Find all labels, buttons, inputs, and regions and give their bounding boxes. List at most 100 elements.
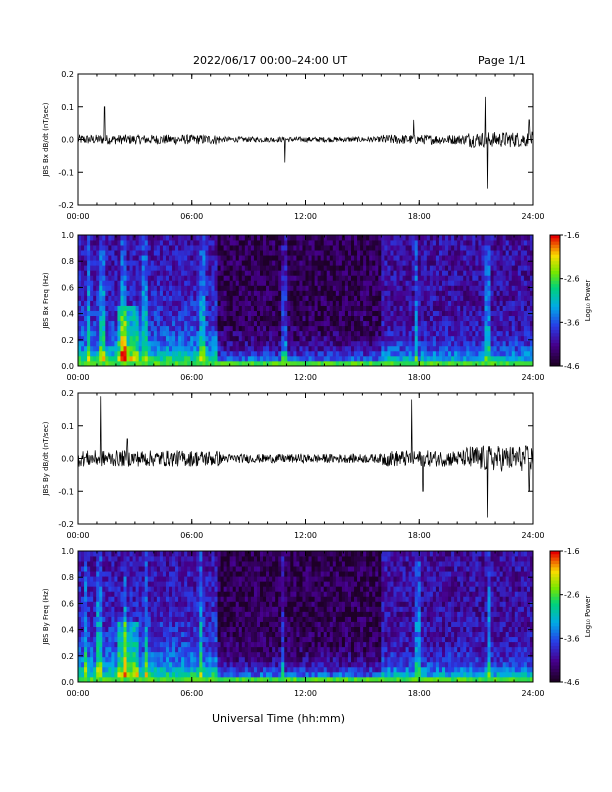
spectrogram-cell [190, 260, 194, 266]
spectrogram-cell [211, 290, 215, 296]
spectrogram-cell [150, 641, 155, 648]
spectrogram-cell [305, 250, 309, 256]
spectrogram-cell [120, 275, 124, 281]
spectrogram-cell [90, 666, 94, 673]
spectrogram-cell [117, 290, 121, 296]
spectrogram-cell [78, 646, 82, 653]
spectrogram-cell [429, 310, 434, 317]
spectrogram-cell [381, 295, 385, 301]
spectrogram-cell [529, 290, 534, 296]
spectrogram-cell [414, 310, 419, 317]
spectrogram-cell [165, 280, 170, 286]
spectrogram-cell [260, 270, 264, 276]
spectrogram-cell [323, 270, 328, 276]
spectrogram-cell [235, 330, 240, 337]
spectrogram-cell [123, 666, 127, 673]
spectrogram-cell [399, 340, 403, 347]
spectrogram-cell [165, 576, 170, 582]
spectrogram-cell [96, 360, 100, 367]
colorbar-cell [550, 267, 560, 272]
spectrogram-cell [87, 581, 91, 587]
spectrogram-cell [399, 360, 403, 367]
spectrogram-cell [414, 240, 419, 246]
spectrogram-cell [423, 330, 428, 337]
spectrogram-cell [199, 310, 203, 317]
spectrogram-cell [135, 556, 140, 562]
spectrogram-cell [196, 340, 200, 347]
spectrogram-cell [266, 320, 270, 327]
spectrogram-cell [523, 340, 528, 347]
spectrogram-cell [153, 646, 158, 653]
spectrogram-cell [284, 235, 288, 241]
spectrogram-cell [396, 320, 400, 327]
spectrogram-cell [205, 260, 209, 266]
spectrogram-cell [445, 260, 449, 266]
spectrogram-cell [202, 360, 206, 367]
spectrogram-cell [335, 325, 340, 332]
spectrogram-cell [357, 300, 361, 306]
spectrogram-cell [293, 345, 297, 352]
spectrogram-cell [187, 360, 191, 367]
spectrogram-cell [432, 320, 437, 327]
spectrogram-cell [420, 240, 425, 246]
spectrogram-cell [90, 360, 94, 367]
spectrogram-cell [369, 300, 373, 306]
spectrogram-cell [275, 345, 279, 352]
spectrogram-cell [396, 240, 400, 246]
spectrogram-cell [120, 576, 124, 582]
spectrogram-cell [499, 350, 504, 357]
spectrogram-cell [205, 310, 209, 317]
spectrogram-cell [384, 270, 388, 276]
spectrogram-cell [111, 240, 115, 246]
spectrogram-cell [102, 596, 106, 602]
spectrogram-cell [354, 320, 358, 327]
spectrogram-cell [442, 255, 446, 261]
spectrogram-cell [375, 310, 379, 317]
spectrogram-cell [169, 656, 173, 663]
spectrogram-cell [484, 300, 488, 306]
spectrogram-cell [141, 626, 146, 633]
spectrogram-cell [117, 320, 121, 327]
spectrogram-cell [390, 335, 394, 342]
spectrogram-cell [405, 355, 410, 362]
spectrogram-cell [269, 270, 273, 276]
spectrogram-cell [396, 290, 400, 296]
spectrogram-cell [90, 345, 94, 352]
spectrogram-cell [378, 310, 382, 317]
spectrogram-cell [247, 240, 252, 246]
spectrogram-cell [335, 360, 340, 367]
spectrogram-cell [165, 350, 170, 357]
spectrogram-cell [347, 315, 352, 322]
spectrogram-cell [144, 270, 149, 276]
spectrogram-cell [263, 240, 267, 246]
spectrogram-cell [147, 596, 152, 602]
spectrogram-cell [81, 661, 85, 668]
spectrogram-cell [281, 320, 285, 327]
spectrogram-cell [96, 556, 100, 562]
spectrogram-cell [150, 611, 155, 617]
spectrogram-cell [451, 250, 455, 256]
spectrogram-cell [411, 360, 416, 367]
spectrogram-cell [451, 275, 455, 281]
spectrogram-cell [517, 315, 522, 322]
spectrogram-cell [223, 285, 228, 291]
spectrogram-cell [508, 310, 513, 317]
spectrogram-cell [217, 325, 221, 332]
spectrogram-cell [423, 350, 428, 357]
spectrogram-cell [90, 240, 94, 246]
spectrogram-cell [226, 250, 231, 256]
spectrogram-cell [150, 591, 155, 597]
spectrogram-cell [238, 275, 243, 281]
spectrogram-cell [217, 315, 221, 322]
spectrogram-cell [520, 260, 525, 266]
spectrogram-cell [196, 265, 200, 271]
spectrogram-cell [369, 285, 373, 291]
spectrogram-cell [211, 295, 215, 301]
spectrogram-cell [390, 325, 394, 332]
spectrogram-cell [102, 606, 106, 612]
spectrogram-cell [93, 611, 97, 617]
spectrogram-cell [84, 320, 88, 327]
spectrogram-cell [423, 300, 428, 306]
spectrogram-cell [138, 290, 143, 296]
spectrogram-cell [402, 335, 406, 342]
